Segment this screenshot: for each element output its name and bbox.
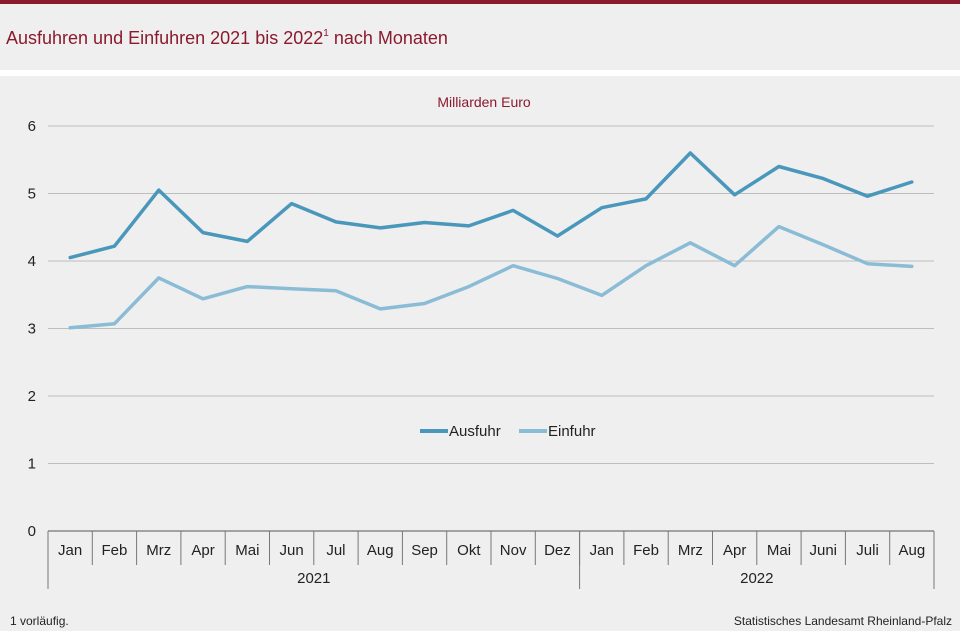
series-line-ausfuhr (68, 151, 914, 260)
unit-label: Milliarden Euro (437, 94, 531, 110)
x-tick-label: Dez (544, 542, 571, 559)
x-tick-label: Okt (457, 542, 481, 559)
y-tick-label: 5 (28, 186, 36, 203)
x-tick-label: Juni (809, 542, 837, 559)
x-tick-label: Juli (856, 542, 879, 559)
x-tick-label: Jun (280, 542, 304, 559)
top-accent-bar (0, 0, 960, 4)
header: Ausfuhren und Einfuhren 2021 bis 20221 n… (0, 4, 960, 70)
year-label: 2021 (297, 570, 330, 587)
title-footnote-marker: 1 (323, 28, 329, 39)
x-tick-label: Mai (235, 542, 259, 559)
x-tick-label: Aug (367, 542, 394, 559)
x-tick-label: Aug (898, 542, 925, 559)
y-tick-label: 2 (28, 388, 36, 405)
x-tick-label: Apr (191, 542, 214, 559)
x-tick-label: Nov (500, 542, 527, 559)
y-tick-label: 0 (28, 523, 36, 540)
x-tick-label: Feb (633, 542, 659, 559)
y-tick-label: 1 (28, 456, 36, 473)
page-title: Ausfuhren und Einfuhren 2021 bis 20221 n… (6, 28, 448, 48)
y-tick-label: 3 (28, 321, 36, 338)
x-tick-label: Mai (767, 542, 791, 559)
x-tick-label: Mrz (146, 542, 171, 559)
x-tick-label: Sep (411, 542, 438, 559)
footnote: 1 vorläufig. (10, 614, 69, 628)
x-tick-label: Jan (58, 542, 82, 559)
x-tick-label: Feb (102, 542, 128, 559)
y-tick-label: 4 (28, 253, 36, 270)
legend-label-ausfuhr: Ausfuhr (449, 423, 501, 440)
source-credit: Statistisches Landesamt Rheinland-Pfalz (733, 614, 952, 628)
x-tick-label: Jan (590, 542, 614, 559)
x-tick-label: Jul (326, 542, 345, 559)
chart-panel (0, 76, 960, 631)
x-tick-label: Mrz (678, 542, 703, 559)
legend-label-einfuhr: Einfuhr (548, 423, 596, 440)
series-line-einfuhr (68, 224, 914, 330)
y-tick-label: 6 (28, 118, 36, 135)
x-tick-label: Apr (723, 542, 746, 559)
year-label: 2022 (740, 570, 773, 587)
